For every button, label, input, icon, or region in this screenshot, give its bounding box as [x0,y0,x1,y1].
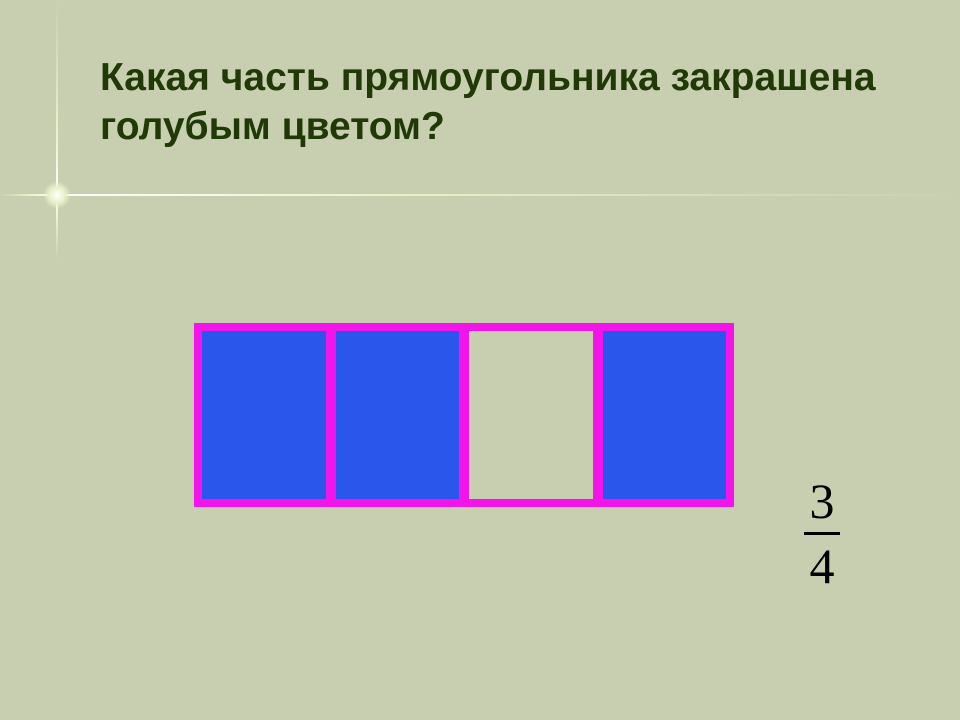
light-flare-vertical [56,0,58,260]
rectangle-cell-1 [202,331,326,499]
fraction-answer: 3 4 [804,476,840,591]
light-flare-star [43,181,71,209]
fraction-rectangle [194,323,734,507]
light-flare-horizontal [0,194,960,196]
rectangle-cell-3 [469,331,593,499]
fraction-denominator: 4 [804,541,840,591]
fraction-bar [804,532,840,535]
rectangle-cell-4 [603,331,727,499]
slide-canvas: Какая часть прямоугольника закрашена гол… [0,0,960,720]
question-title: Какая часть прямоугольника закрашена гол… [100,54,880,152]
rectangle-cell-2 [336,331,460,499]
fraction-numerator: 3 [804,476,840,526]
